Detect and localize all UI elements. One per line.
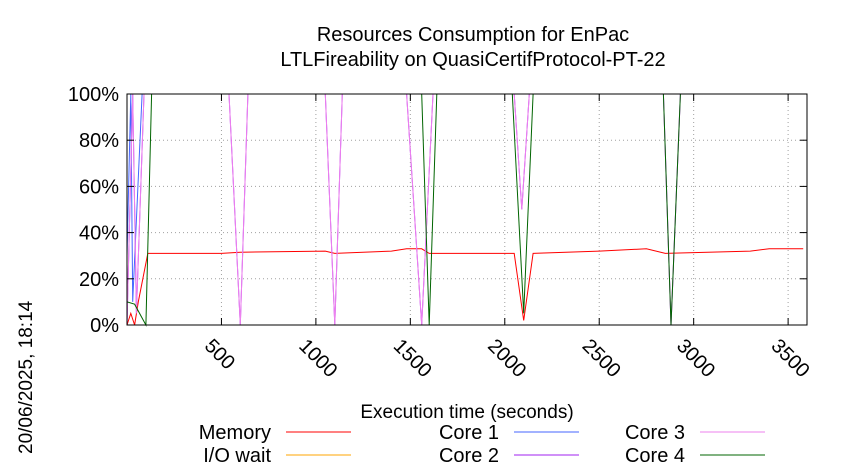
y-tick-label: 0% [90,315,119,337]
series-line-core-3 [126,93,804,326]
series-lines [126,93,804,327]
y-tick-label: 80% [79,130,119,152]
grid-lines [127,94,807,325]
legend-label: Core 4 [625,445,685,467]
legend-label: Memory [199,422,271,444]
x-axis-label: Execution time (seconds) [360,402,573,423]
series-line-memory [126,248,804,326]
chart-title-line-2: LTLFireability on QuasiCertifProtocol-PT… [280,49,665,71]
x-tick-label: 500 [200,335,239,374]
series-line-core-2 [126,93,804,326]
y-tick-label: 20% [79,269,119,291]
y-axis-ticks: 0% 20% 40% 60% 80% 100% [68,84,807,337]
y-tick-label: 60% [79,176,119,198]
x-tick-label: 3500 [767,335,814,382]
legend-label: Core 3 [625,422,685,444]
y-tick-label: 100% [68,84,119,106]
timestamp-label: 20/06/2025, 18:14 [16,300,37,454]
series-line-core-1 [126,93,804,302]
x-tick-label: 1000 [294,335,341,382]
x-tick-label: 2000 [483,335,530,382]
x-tick-label: 2500 [578,335,625,382]
y-tick-label: 40% [79,223,119,245]
chart-title-line-1: Resources Consumption for EnPac [317,24,629,46]
x-tick-label: 1500 [389,335,436,382]
legend-label: Core 2 [439,445,499,467]
x-tick-label: 3000 [672,335,719,382]
x-axis-ticks: 500 1000 1500 2000 2500 3000 3500 [200,94,814,382]
legend-label: Core 1 [439,422,499,444]
plot-frame [126,93,808,326]
legend-label: I/O wait [203,445,271,467]
series-line-core-4 [126,93,804,327]
